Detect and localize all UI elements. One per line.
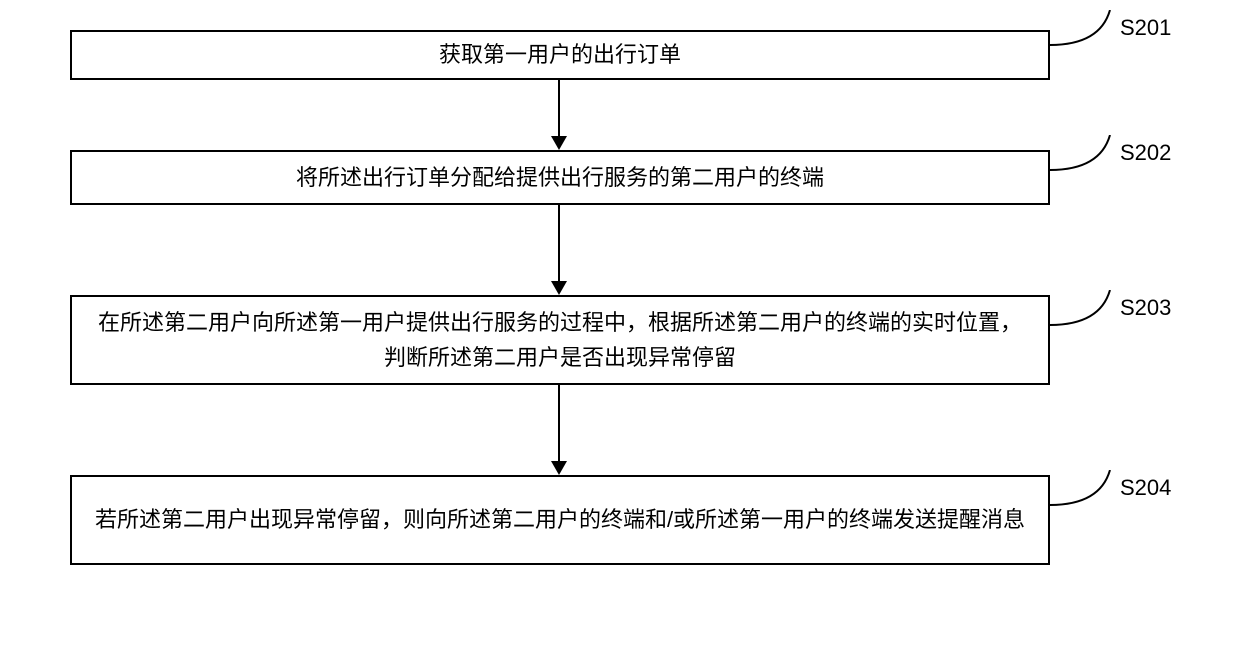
step-text-s202: 将所述出行订单分配给提供出行服务的第二用户的终端 [296,160,824,195]
arrow-line-3 [558,385,560,461]
step-text-s204: 若所述第二用户出现异常停留，则向所述第二用户的终端和/或所述第一用户的终端发送提… [95,502,1025,537]
connector-arc-s203 [1050,290,1120,328]
step-box-s202: 将所述出行订单分配给提供出行服务的第二用户的终端 [70,150,1050,205]
arrow-head-1 [551,136,567,150]
connector-arc-s202 [1050,135,1120,173]
step-box-s204: 若所述第二用户出现异常停留，则向所述第二用户的终端和/或所述第一用户的终端发送提… [70,475,1050,565]
arrow-line-1 [558,80,560,136]
step-label-s201: S201 [1120,15,1171,41]
step-label-s202: S202 [1120,140,1171,166]
step-label-s203: S203 [1120,295,1171,321]
arrow-head-2 [551,281,567,295]
flowchart-container: 获取第一用户的出行订单 S201 将所述出行订单分配给提供出行服务的第二用户的终… [0,0,1240,658]
arrow-line-2 [558,205,560,281]
connector-arc-s201 [1050,10,1120,48]
step-label-s204: S204 [1120,475,1171,501]
step-box-s201: 获取第一用户的出行订单 [70,30,1050,80]
step-text-s201: 获取第一用户的出行订单 [439,37,681,72]
step-text-s203: 在所述第二用户向所述第一用户提供出行服务的过程中，根据所述第二用户的终端的实时位… [92,305,1028,375]
step-box-s203: 在所述第二用户向所述第一用户提供出行服务的过程中，根据所述第二用户的终端的实时位… [70,295,1050,385]
arrow-head-3 [551,461,567,475]
connector-arc-s204 [1050,470,1120,508]
